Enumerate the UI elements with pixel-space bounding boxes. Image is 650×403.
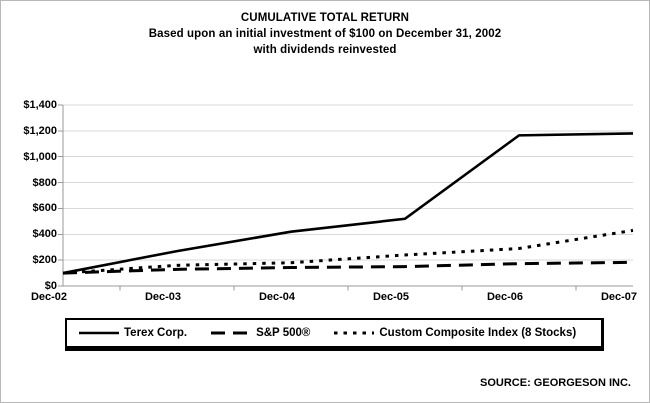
- legend-swatch-solid-line-icon: [79, 331, 119, 335]
- chart-subtitle: Based upon an initial investment of $100…: [148, 28, 502, 40]
- y-axis-label: $1,200: [23, 124, 57, 137]
- legend-label: S&P 500®: [256, 327, 311, 339]
- y-axis-label: $400: [32, 228, 57, 241]
- y-axis-label: $800: [32, 176, 57, 189]
- legend-item: Terex Corp.: [79, 327, 187, 339]
- y-axis-label: $0: [44, 280, 57, 292]
- legend-swatch-dashed-line-icon: [211, 331, 252, 335]
- chart-title: CUMULATIVE TOTAL RETURN: [240, 12, 410, 24]
- y-axis-label: $600: [32, 202, 57, 215]
- legend-label: Terex Corp.: [124, 327, 188, 339]
- legend-item: S&P 500®: [211, 327, 310, 339]
- y-axis-label: $1,400: [23, 99, 57, 111]
- x-axis-label: Dec-06: [486, 291, 524, 303]
- source-text: SOURCE: GEORGESON INC.: [480, 377, 631, 389]
- x-axis-label: Dec-05: [372, 291, 410, 303]
- x-axis-label: Dec-04: [258, 291, 296, 303]
- x-axis-label: Dec-03: [144, 291, 182, 303]
- x-axis-label: Dec-02: [30, 291, 68, 303]
- series-line-solid: [62, 132, 634, 275]
- legend-box: Terex Corp. S&P 500® Custom Composite Inde…: [65, 318, 604, 351]
- series-line-dotted: [62, 228, 634, 275]
- chart-title-block: CUMULATIVE TOTAL RETURN Based upon an in…: [1, 10, 649, 58]
- legend-label: Custom Composite Index (8 Stocks): [379, 327, 577, 339]
- series-line-dashed: [62, 260, 634, 275]
- y-axis-label: $1,000: [23, 150, 57, 163]
- y-axis-label: $200: [32, 254, 57, 267]
- chart-subtitle-2: with dividends reinvested: [253, 44, 397, 56]
- x-axis-label: Dec-07: [600, 291, 638, 303]
- legend-item: Custom Composite Index (8 Stocks): [334, 327, 576, 339]
- legend-swatch-dotted-line-icon: [334, 331, 375, 335]
